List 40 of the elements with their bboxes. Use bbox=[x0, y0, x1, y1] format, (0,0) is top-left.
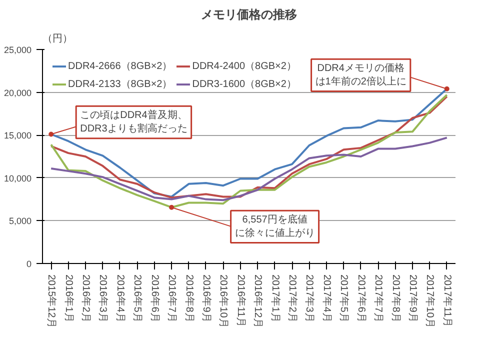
x-tick-label: 2016年8月 bbox=[183, 274, 196, 322]
x-tick-label: 2016年11月 bbox=[234, 274, 247, 328]
x-tick-label: 2017年4月 bbox=[320, 274, 333, 322]
x-tick-label: 2017年11月 bbox=[441, 274, 454, 328]
annotation: この頃はDDR4普及期、DDR3よりも割高だった bbox=[80, 109, 188, 134]
y-tick-label: 25,000 bbox=[4, 45, 32, 55]
chart-title: メモリ価格の推移 bbox=[201, 8, 297, 22]
y-tick-label: 5,000 bbox=[8, 216, 32, 226]
y-axis-title: （円） bbox=[42, 34, 72, 44]
x-tick-label: 2016年1月 bbox=[62, 274, 75, 322]
x-tick-label: 2017年3月 bbox=[304, 274, 316, 322]
x-tick-label: 2017年9月 bbox=[406, 274, 419, 322]
annotation: DDR4メモリの価格は1年前の2倍以上に bbox=[315, 62, 406, 88]
x-tick-label: 2017年10月 bbox=[424, 274, 436, 328]
x-tick-label: 2016年2月 bbox=[80, 274, 92, 322]
legend-label: DDR3-1600（8GB×2） bbox=[192, 78, 296, 91]
x-tick-label: 2017年6月 bbox=[355, 274, 368, 322]
x-tick-label: 2017年8月 bbox=[390, 274, 402, 322]
x-tick-label: 2015年12月 bbox=[46, 274, 58, 328]
x-tick-label: 2016年10月 bbox=[218, 274, 230, 328]
line-series bbox=[50, 136, 448, 202]
x-tick-label: 2016年5月 bbox=[132, 274, 144, 322]
x-tick-label: 2017年2月 bbox=[286, 274, 299, 322]
legend-label: DDR4-2666（8GB×2） bbox=[68, 60, 172, 73]
x-tick-label: 2016年9月 bbox=[200, 274, 212, 322]
y-tick-label: 20,000 bbox=[4, 88, 32, 98]
annotation: 6,557円を底値に徐々に値上がり bbox=[234, 214, 315, 239]
x-tick-label: 2016年6月 bbox=[148, 274, 161, 322]
x-tick-label: 2016年12月 bbox=[252, 274, 264, 328]
legend-label: DDR4-2133（8GB×2） bbox=[68, 78, 172, 91]
x-tick-label: 2016年7月 bbox=[166, 274, 178, 322]
x-tick-label: 2017年7月 bbox=[372, 274, 385, 322]
y-tick-label: 15,000 bbox=[4, 130, 32, 141]
x-tick-label: 2017年5月 bbox=[338, 274, 350, 322]
x-tick-label: 2017年1月 bbox=[269, 274, 282, 322]
legend-label: DDR4-2400（8GB×2） bbox=[192, 60, 296, 73]
x-tick-label: 2016年4月 bbox=[114, 274, 126, 322]
y-tick-label: 10,000 bbox=[4, 173, 32, 184]
x-tick-label: 2016年3月 bbox=[97, 274, 110, 322]
y-tick-label: 0 bbox=[26, 259, 32, 269]
